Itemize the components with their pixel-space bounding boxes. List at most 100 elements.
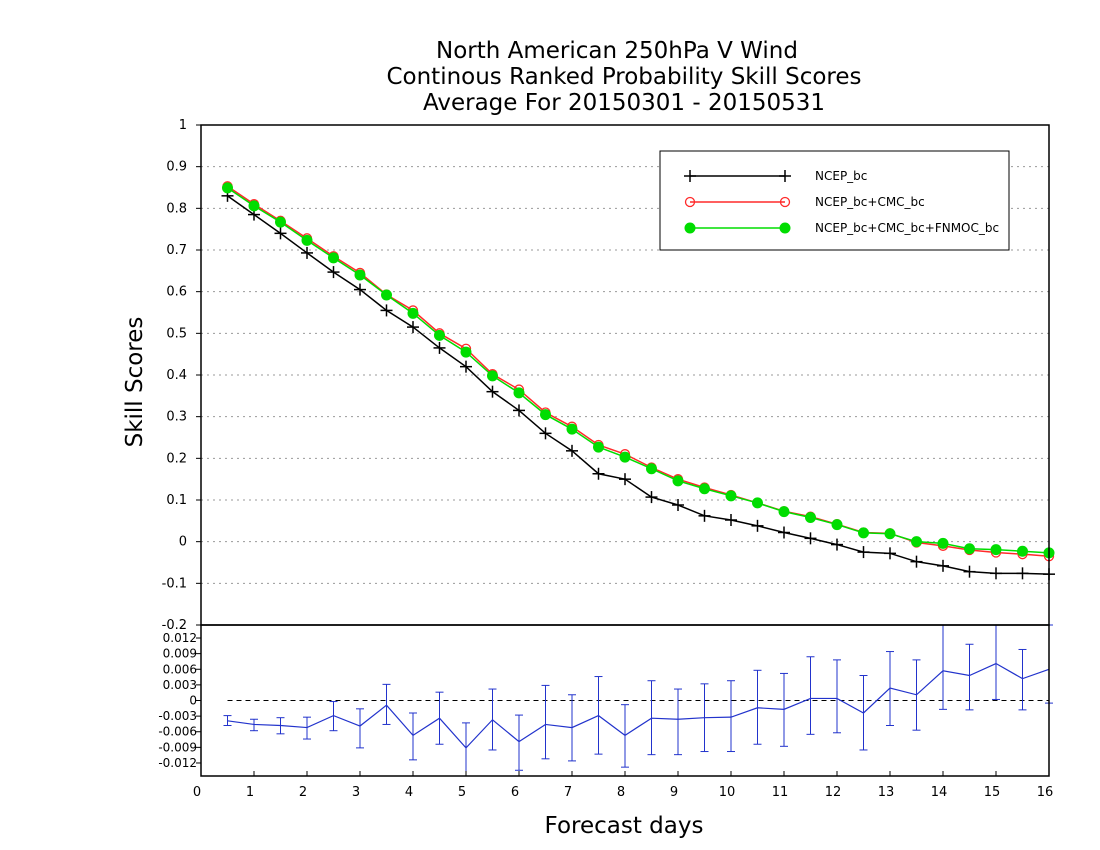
chart-title-line-3: Average For 20150301 - 20150531 xyxy=(423,90,825,116)
series-0-point xyxy=(698,509,711,522)
chart-title: North American 250hPa V Wind Continous R… xyxy=(386,38,861,116)
series-2-point xyxy=(672,475,684,487)
series-0-point xyxy=(963,565,976,578)
x-tick-label: 11 xyxy=(772,785,789,800)
series-0-point xyxy=(513,404,525,417)
bottom-y-tick-label: -0.003 xyxy=(158,709,197,723)
bottom-panel-frame xyxy=(200,624,1050,777)
legend-marker-right-2 xyxy=(779,222,791,234)
x-tick-label: 5 xyxy=(458,785,466,800)
legend-label-2: NCEP_bc+CMC_bc+FNMOC_bc xyxy=(815,221,999,235)
chart-title-line-1: North American 250hPa V Wind xyxy=(436,38,798,64)
series-2-point xyxy=(460,346,472,358)
series-2-point xyxy=(513,387,525,399)
top-y-tick-label: 0.1 xyxy=(166,493,187,508)
legend-marker-left-2 xyxy=(684,222,696,234)
bottom-y-tick-label: -0.009 xyxy=(158,740,197,754)
top-y-tick-label: 0.5 xyxy=(166,326,187,341)
series-0-point xyxy=(831,538,843,551)
series-2-point xyxy=(619,451,631,463)
legend-marker-left-1 xyxy=(684,196,696,208)
series-0-point xyxy=(857,546,870,559)
series-line-0 xyxy=(227,195,1050,575)
x-tick-label: 0 xyxy=(193,785,201,800)
series-2-point xyxy=(1017,545,1028,557)
series-2-point xyxy=(699,483,710,495)
x-tick-label: 15 xyxy=(984,785,1001,800)
top-y-tick-label: 0.2 xyxy=(166,451,187,466)
bottom-y-tick-label: 0.009 xyxy=(163,647,197,661)
x-axis-ticks: 0 1 2 3 4 5 6 7 8 9 10 11 12 13 14 15 16 xyxy=(193,771,1053,800)
x-tick-label: 3 xyxy=(352,785,360,800)
legend-marker-right-0 xyxy=(779,170,791,182)
series-2-point xyxy=(566,423,578,435)
top-y-tick-label: 0 xyxy=(179,535,187,550)
series-0-point xyxy=(460,360,472,373)
chart-title-line-2: Continous Ranked Probability Skill Score… xyxy=(386,64,861,90)
series-0-point xyxy=(645,491,658,504)
series-0-point xyxy=(619,473,631,486)
legend-label-0: NCEP_bc xyxy=(815,169,867,183)
series-2-point xyxy=(752,497,763,509)
difference-line xyxy=(227,662,1050,749)
series-2-point xyxy=(858,527,869,539)
bottom-y-tick-label: 0.003 xyxy=(163,678,197,692)
x-tick-label: 9 xyxy=(670,785,678,800)
series-2-point xyxy=(301,234,313,246)
x-tick-label: 7 xyxy=(564,785,572,800)
series-2-point xyxy=(937,537,949,549)
series-0-point xyxy=(592,467,605,480)
series-2-point xyxy=(725,490,737,502)
series-0-point xyxy=(433,341,446,354)
series-2-point xyxy=(884,528,896,540)
x-axis-label: Forecast days xyxy=(545,813,704,839)
legend-marker-left-0 xyxy=(684,170,696,182)
series-2-point xyxy=(354,269,366,281)
series-0-point xyxy=(884,547,896,560)
series-2-point xyxy=(222,182,233,194)
series-2-point xyxy=(964,543,975,555)
series-2-point xyxy=(593,441,604,453)
series-2-point xyxy=(646,463,657,475)
series-0-point xyxy=(327,266,340,279)
x-tick-label: 13 xyxy=(878,785,895,800)
x-tick-label: 2 xyxy=(299,785,307,800)
series-0-point xyxy=(354,283,366,296)
top-y-tick-label: 0.6 xyxy=(166,285,187,300)
series-0-point xyxy=(301,246,313,259)
series-0-point xyxy=(380,304,393,317)
bottom-y-tick-label: -0.006 xyxy=(158,725,197,739)
series-0-point xyxy=(539,427,552,440)
series-0-point xyxy=(937,559,949,572)
x-tick-label: 8 xyxy=(617,785,625,800)
top-y-tick-label: 0.9 xyxy=(166,160,187,175)
legend-box xyxy=(659,150,1010,251)
x-tick-label: 10 xyxy=(719,785,736,800)
series-2-point xyxy=(487,370,498,382)
y-axis-label: Skill Scores xyxy=(122,317,148,448)
series-0-point xyxy=(990,567,1002,580)
series-0-point xyxy=(566,444,578,457)
series-2-point xyxy=(805,512,816,523)
series-2-point xyxy=(407,307,419,319)
legend-label-1: NCEP_bc+CMC_bc xyxy=(815,195,925,209)
top-y-tick-label: 0.8 xyxy=(166,201,187,216)
series-0-point xyxy=(725,514,737,526)
series-2-point xyxy=(434,329,445,341)
bottom-y-tick-label: -0.012 xyxy=(158,756,197,770)
x-tick-label: 6 xyxy=(511,785,519,800)
bottom-y-tick-label: 0.006 xyxy=(163,662,197,676)
top-y-tick-label: -0.2 xyxy=(162,618,187,633)
series-2-point xyxy=(248,200,260,212)
top-panel-series xyxy=(221,181,1055,581)
series-0-point xyxy=(804,532,817,545)
chart-legend: NCEP_bc NCEP_bc+CMC_bc NCEP_bc+CMC_bc+FNMO… xyxy=(659,150,1010,251)
series-0-point xyxy=(672,499,684,511)
top-y-tick-label: 1 xyxy=(179,118,187,133)
series-2-point xyxy=(328,252,339,264)
top-y-tick-label: -0.1 xyxy=(162,576,187,591)
series-2-point xyxy=(778,506,790,518)
top-y-tick-label: 0.3 xyxy=(166,410,187,425)
legend-marker-right-1 xyxy=(779,196,791,208)
